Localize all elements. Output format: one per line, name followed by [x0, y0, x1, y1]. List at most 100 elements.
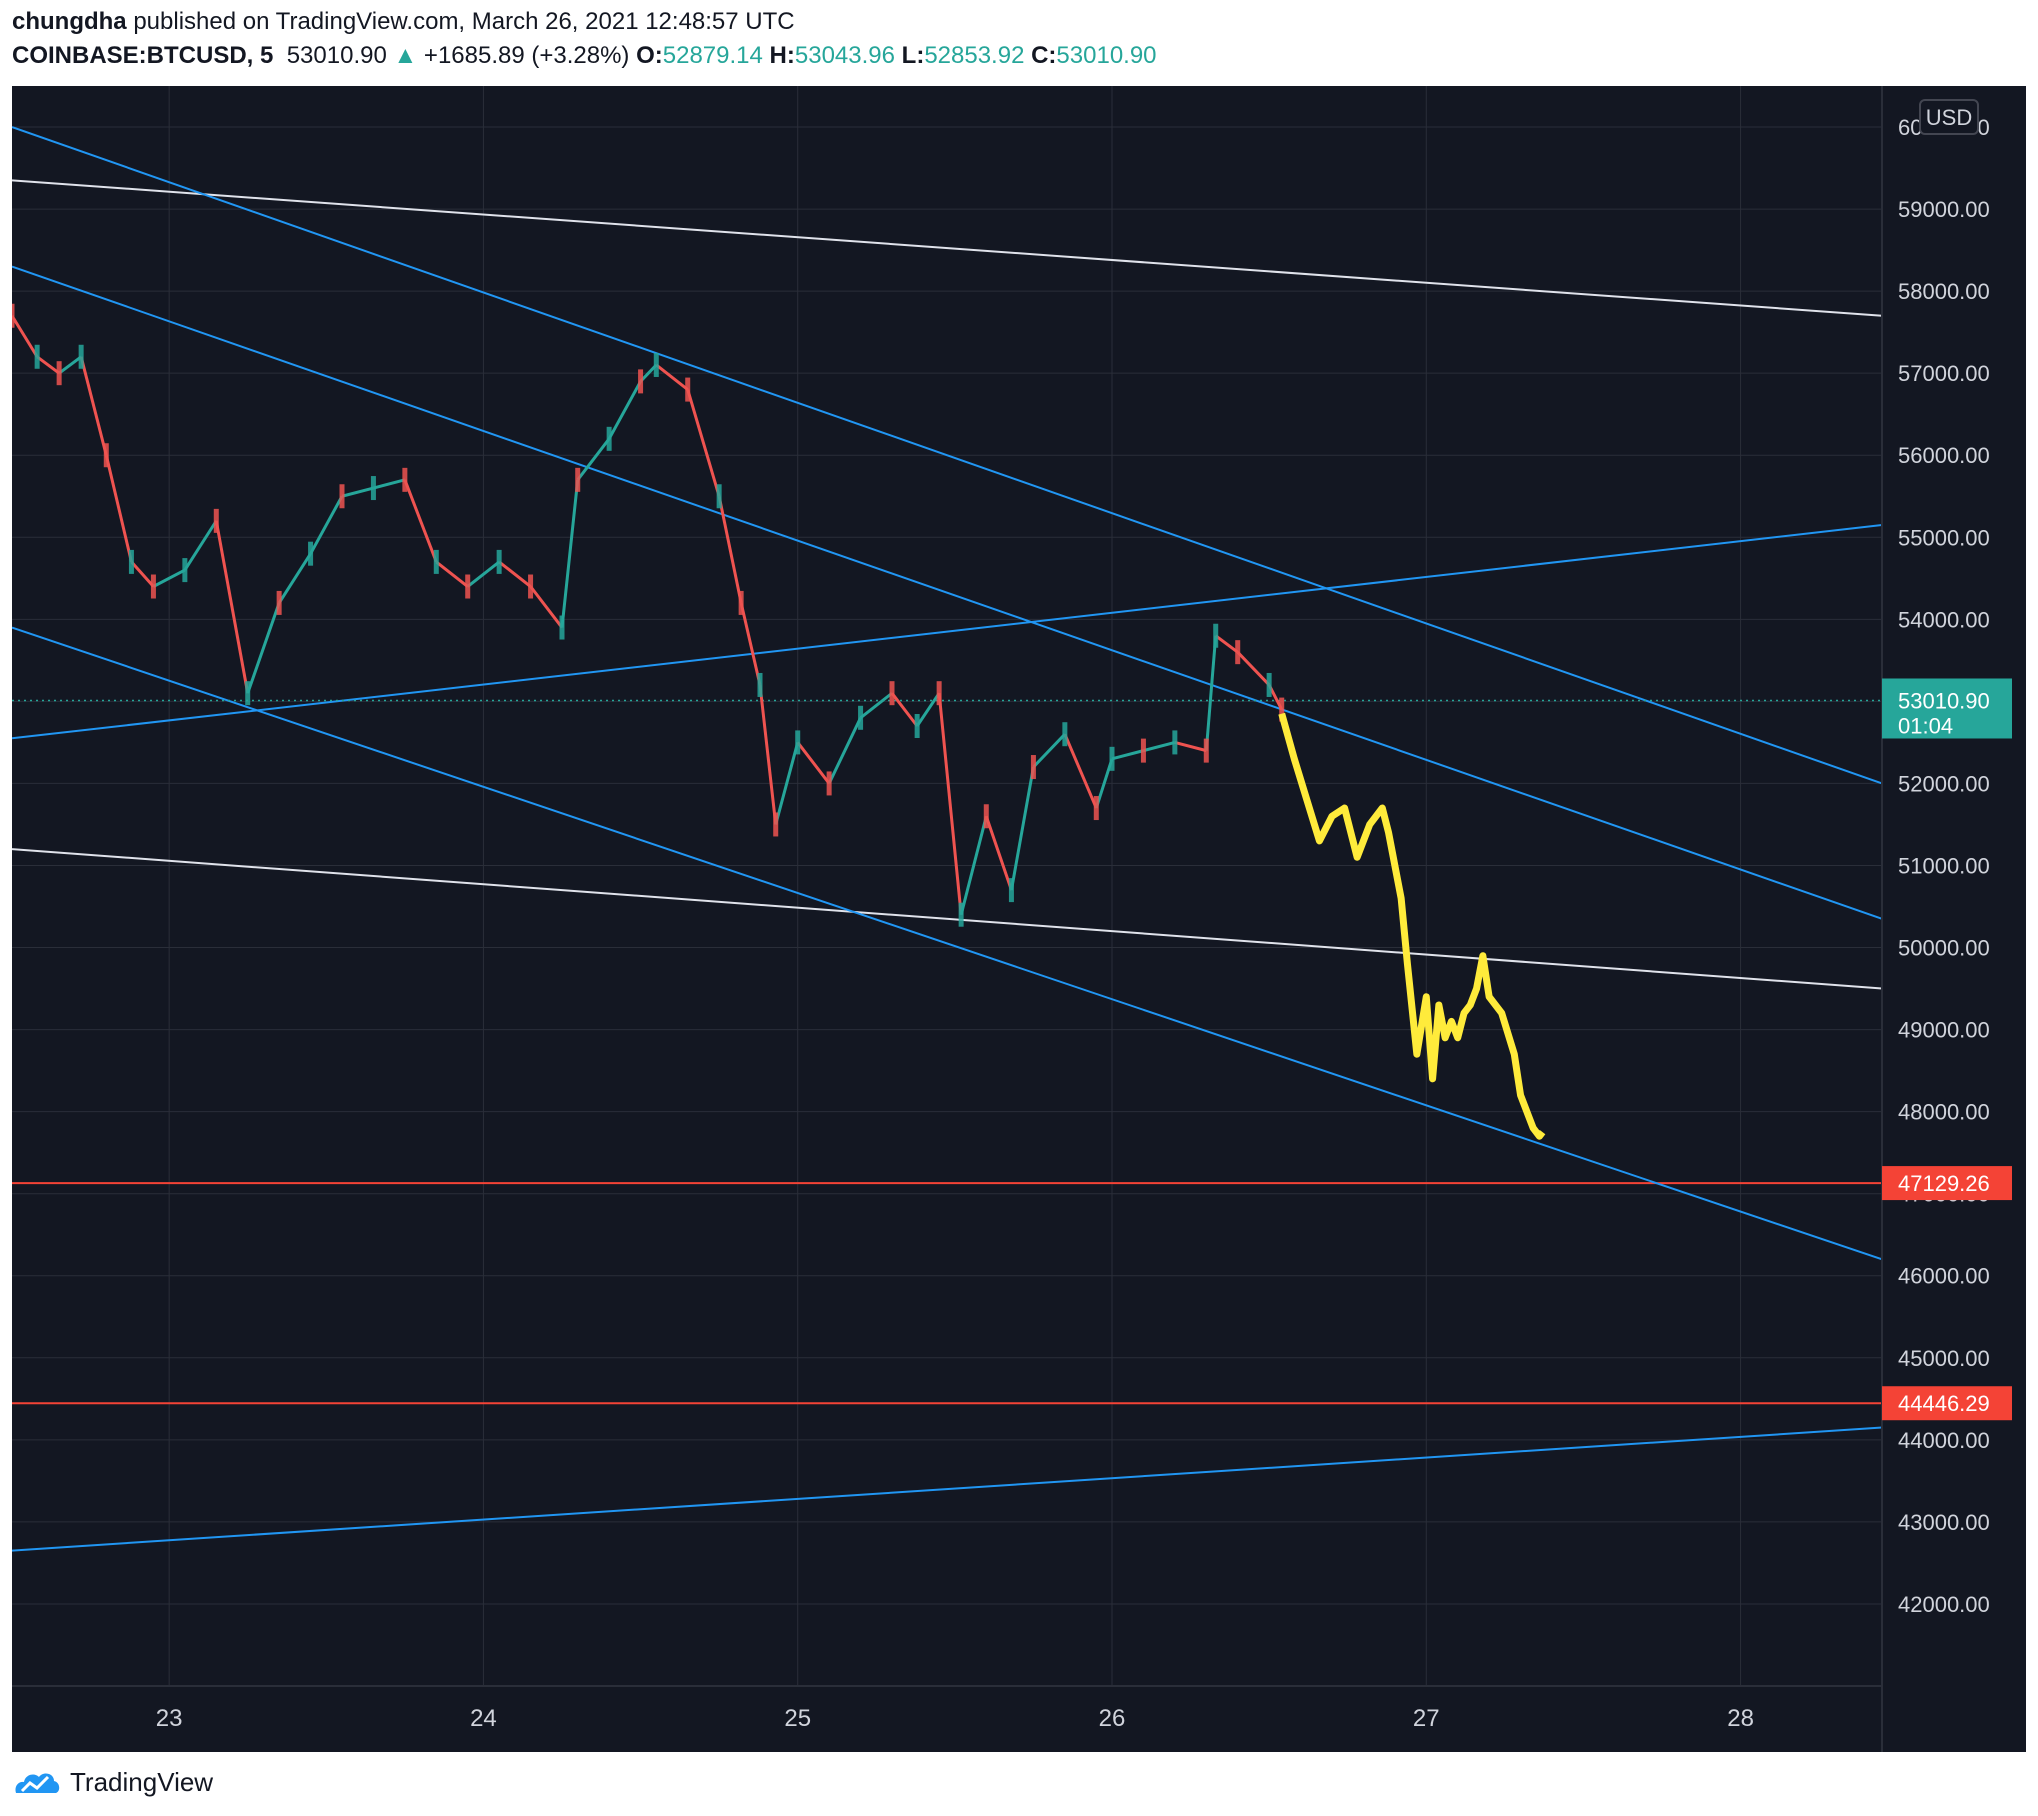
- price-segment: [959, 815, 988, 916]
- price-segment: [1009, 766, 1035, 891]
- price-candle: [182, 558, 188, 583]
- author-name[interactable]: chungdha: [12, 8, 127, 35]
- white-trendline: [12, 179, 1882, 317]
- price-segment: [104, 454, 133, 563]
- price-candle: [1030, 755, 1036, 780]
- price-candle: [773, 812, 779, 837]
- price-segment: [246, 602, 281, 694]
- open-label: O:: [636, 42, 663, 69]
- price-candle: [213, 508, 219, 533]
- close-value: 53010.90: [1056, 42, 1157, 69]
- x-tick-label: 25: [784, 1705, 811, 1732]
- price-segment: [890, 692, 919, 727]
- symbol-label[interactable]: COINBASE:BTCUSD, 5: [12, 42, 274, 69]
- high-value: 53043.96: [794, 42, 895, 69]
- price-candle: [685, 377, 691, 402]
- price-candle: [1008, 878, 1014, 903]
- tradingview-footer: TradingView: [12, 1762, 213, 1802]
- price-candle: [1279, 697, 1285, 722]
- y-tick-label: 50000.00: [1898, 936, 1990, 961]
- price-candle: [757, 672, 763, 697]
- price-candle: [606, 426, 612, 451]
- x-tick-label: 27: [1413, 1705, 1440, 1732]
- y-tick-label: 45000.00: [1898, 1346, 1990, 1371]
- tradingview-brand: TradingView: [70, 1766, 214, 1797]
- price-candle: [914, 714, 920, 738]
- price-candle: [1266, 672, 1272, 697]
- y-tick-label: 54000.00: [1898, 607, 1990, 632]
- price-segment: [79, 356, 108, 456]
- price-segment: [984, 815, 1013, 891]
- price-candle: [245, 681, 251, 706]
- y-tick-label: 56000.00: [1898, 443, 1990, 468]
- symbol-info-bar: COINBASE:BTCUSD, 5 53010.90 ▲ +1685.89 (…: [12, 42, 1157, 70]
- x-tick-label: 26: [1099, 1705, 1126, 1732]
- blue-trendline: [12, 1426, 1882, 1552]
- price-candle: [34, 344, 40, 369]
- price-segment: [36, 355, 61, 375]
- price-candle: [1140, 738, 1146, 763]
- price-segment: [1111, 749, 1144, 761]
- price-candle: [1109, 746, 1115, 771]
- price-candle: [559, 615, 565, 640]
- price-candle: [308, 541, 314, 566]
- price-segment: [214, 520, 250, 694]
- price-segment: [576, 437, 611, 481]
- price-segment: [607, 380, 642, 440]
- price-segment: [796, 741, 831, 785]
- y-tick-label: 55000.00: [1898, 525, 1990, 550]
- price-segment: [277, 552, 312, 604]
- price-segment: [1143, 740, 1176, 753]
- y-tick-label: 52000.00: [1898, 771, 1990, 796]
- y-tick-label: 58000.00: [1898, 279, 1990, 304]
- price-candle: [56, 361, 62, 386]
- price-candle: [465, 574, 471, 599]
- y-tick-label: 59000.00: [1898, 197, 1990, 222]
- price-candle: [889, 681, 895, 706]
- level-price-tag: [1882, 1386, 2012, 1421]
- y-tick-label: 44000.00: [1898, 1428, 1990, 1453]
- price-segment: [655, 363, 689, 391]
- y-tick-label: 43000.00: [1898, 1510, 1990, 1535]
- bar-countdown-label: 01:04: [1898, 713, 1953, 738]
- price-candle: [1203, 738, 1209, 763]
- price-segment: [435, 560, 469, 588]
- price-candle: [103, 443, 109, 468]
- x-tick-label: 23: [156, 1705, 183, 1732]
- price-segment: [373, 478, 406, 490]
- publish-info: chungdha published on TradingView.com, M…: [12, 8, 795, 36]
- price-segment: [498, 560, 532, 588]
- price-segment: [466, 560, 501, 588]
- price-segment: [739, 602, 762, 686]
- currency-badge: [1919, 99, 1979, 135]
- price-candle: [795, 730, 801, 755]
- close-label: C:: [1031, 42, 1057, 69]
- price-chart[interactable]: 60000.0059000.0058000.0057000.0056000.00…: [12, 86, 2026, 1752]
- white-trendline: [12, 848, 1882, 990]
- price-segment: [341, 486, 374, 498]
- price-candle: [983, 804, 989, 829]
- price-segment: [1236, 651, 1271, 687]
- blue-trendline: [12, 523, 1882, 740]
- price-candle: [1213, 623, 1219, 648]
- x-tick-label: 24: [470, 1705, 497, 1732]
- price-segment: [1214, 634, 1239, 654]
- price-segment: [1174, 740, 1207, 753]
- price-segment: [130, 560, 155, 588]
- price-segment: [717, 495, 743, 604]
- price-segment: [403, 479, 438, 563]
- chart-container[interactable]: 60000.0059000.0058000.0057000.0056000.00…: [12, 86, 2026, 1752]
- price-segment: [1204, 635, 1218, 751]
- y-tick-label: 46000.00: [1898, 1264, 1990, 1289]
- level-price-tag: [1882, 1166, 2012, 1201]
- blue-trendline: [12, 265, 1882, 920]
- price-candle: [128, 549, 134, 574]
- price-candle: [653, 352, 659, 377]
- price-segment: [529, 585, 564, 629]
- price-segment: [639, 363, 658, 383]
- y-tick-label: 49000.00: [1898, 1018, 1990, 1043]
- price-candle: [339, 484, 345, 509]
- price-segment: [915, 692, 941, 727]
- price-change: +1685.89 (+3.28%): [423, 42, 630, 69]
- price-segment: [1094, 758, 1114, 809]
